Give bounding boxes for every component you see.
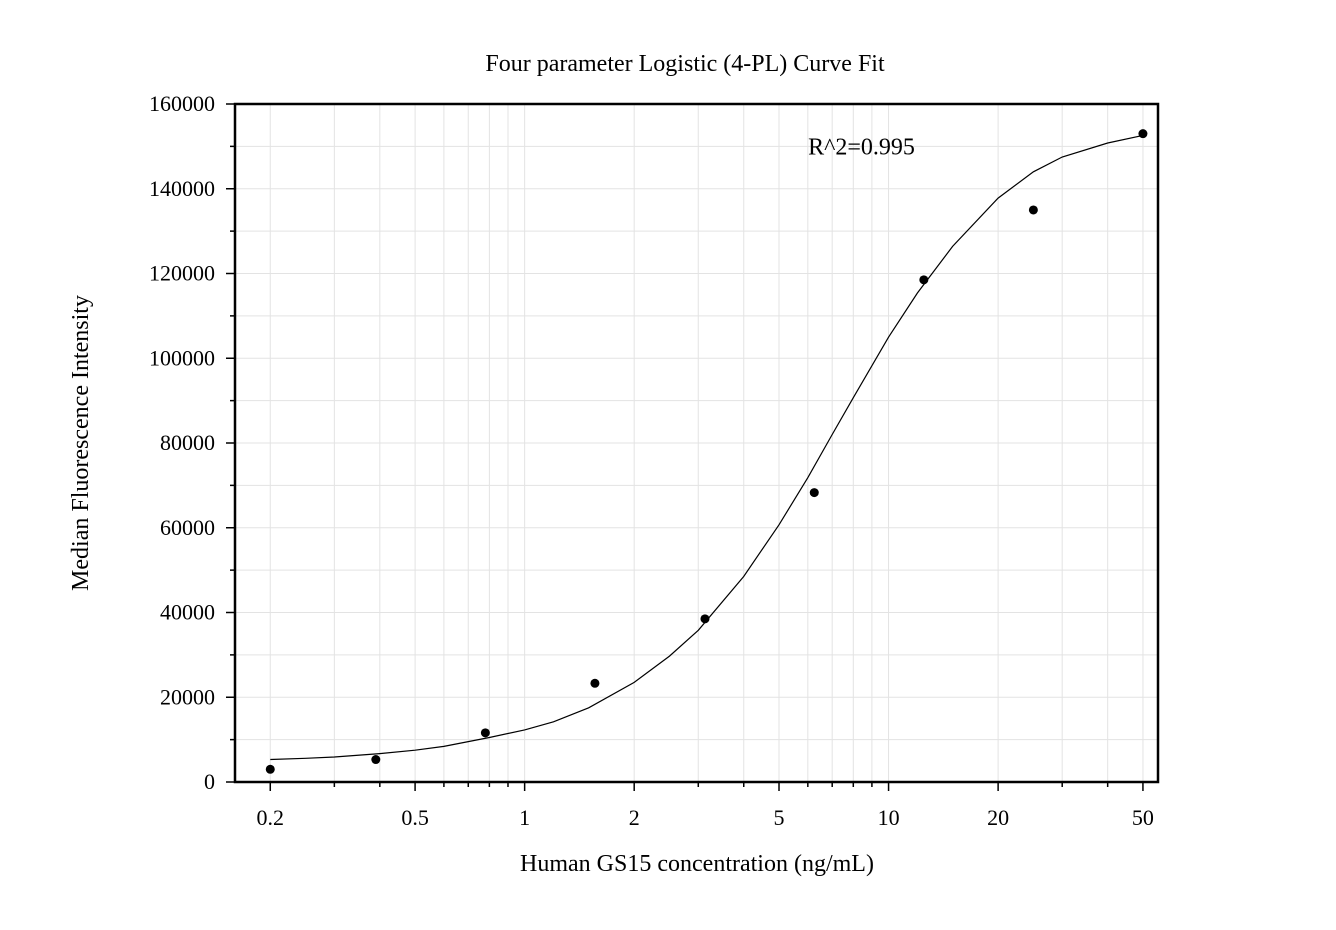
chart-title: Four parameter Logistic (4-PL) Curve Fit: [485, 51, 885, 77]
fit-curve-layer: [270, 134, 1144, 761]
y-tick-label: 120000: [149, 261, 215, 286]
y-axis: 0 20000 40000 60000 80000 100000 120000 140000 1…: [149, 91, 235, 794]
data-point: [265, 764, 275, 774]
data-point: [1028, 205, 1038, 215]
grid-lines: [235, 104, 1158, 782]
data-points: [265, 129, 1148, 774]
x-tick-label: 0.2: [257, 805, 285, 830]
y-tick-label: 0: [204, 769, 215, 794]
x-tick-label: 2: [629, 805, 640, 830]
y-tick-label: 60000: [160, 515, 215, 540]
x-tick-label: 10: [878, 805, 900, 830]
y-tick-label: 20000: [160, 684, 215, 709]
x-axis-title: Human GS15 concentration (ng/mL): [520, 851, 874, 877]
y-axis-title: Median Fluorescence Intensity: [68, 295, 94, 591]
data-point: [919, 275, 929, 285]
fit-curve: [270, 134, 1144, 761]
x-tick-label: 1: [519, 805, 530, 830]
data-point: [480, 728, 490, 738]
y-tick-label: 80000: [160, 430, 215, 455]
x-tick-label: 20: [987, 805, 1009, 830]
data-point: [371, 755, 381, 765]
x-tick-label: 0.5: [401, 805, 429, 830]
y-tick-label: 140000: [149, 176, 215, 201]
x-tick-label: 50: [1132, 805, 1154, 830]
x-tick-label: 5: [774, 805, 785, 830]
y-tick-label: 40000: [160, 600, 215, 625]
data-point: [1138, 129, 1148, 139]
data-point: [809, 488, 819, 498]
data-point: [590, 678, 600, 688]
data-point: [700, 614, 710, 624]
x-axis: 0.2 0.5 1 2 5 10 20 50: [257, 782, 1154, 830]
y-tick-label: 100000: [149, 345, 215, 370]
y-tick-label: 160000: [149, 91, 215, 116]
r-squared-annotation: R^2=0.995: [808, 134, 915, 160]
